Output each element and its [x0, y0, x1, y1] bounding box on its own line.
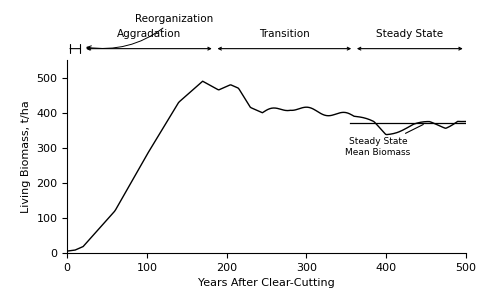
X-axis label: Years After Clear-Cutting: Years After Clear-Cutting: [198, 278, 335, 288]
Text: Steady State: Steady State: [376, 29, 444, 39]
Text: Aggradation: Aggradation: [117, 29, 181, 39]
Text: Steady State
Mean Biomass: Steady State Mean Biomass: [345, 125, 423, 157]
Text: Reorganization: Reorganization: [87, 14, 213, 50]
Y-axis label: Living Biomass, t/ha: Living Biomass, t/ha: [21, 100, 31, 213]
Text: Transition: Transition: [259, 29, 310, 39]
